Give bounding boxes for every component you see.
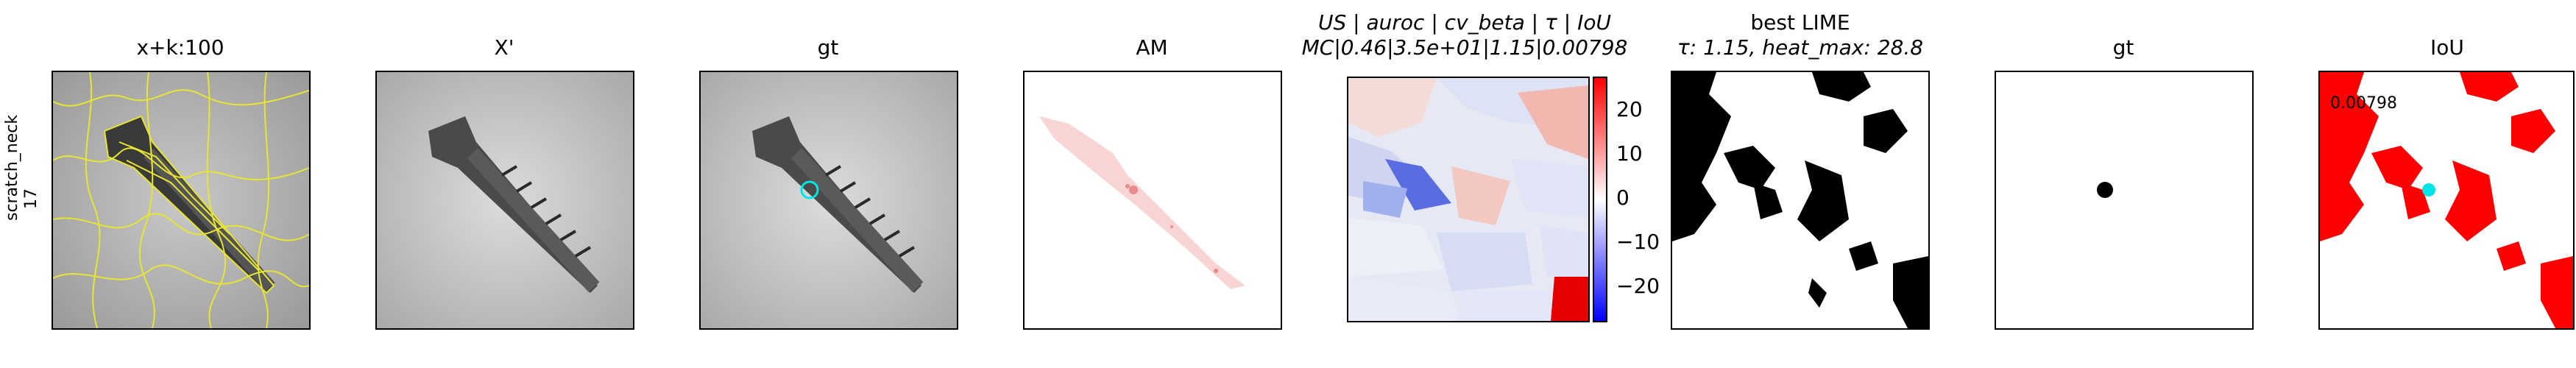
row-label-index: 17	[22, 188, 40, 209]
panel-title-xprime: X'	[494, 35, 514, 60]
gt-defect-circle	[800, 180, 819, 199]
gt-mask	[1996, 72, 2252, 328]
screw-shape	[105, 116, 275, 293]
panel-gt-mask	[1995, 71, 2254, 330]
panel-title-iou: IoU	[2430, 35, 2464, 60]
colorbar-tick-10: 10	[1616, 141, 1643, 166]
colorbar	[1593, 77, 1607, 322]
panel-iou	[2318, 71, 2575, 330]
colorbar-tick-neg10: −10	[1616, 230, 1660, 254]
screw-image	[377, 72, 633, 328]
panel-lime-mask	[1671, 71, 1930, 330]
panel-us-heatmap	[1347, 77, 1590, 322]
panel-title-gt-mask: gt	[2112, 35, 2134, 60]
panel-title-xk: x+k:100	[136, 35, 224, 60]
panel-overlay-contours	[52, 71, 311, 330]
panel-title-am: AM	[1136, 35, 1168, 60]
iou-mask	[2320, 72, 2573, 328]
panel-gt-overlay	[699, 71, 958, 330]
us-heatmap	[1348, 78, 1588, 321]
anomaly-map	[1025, 72, 1281, 328]
panel-input-image	[375, 71, 634, 330]
panel-title-gt: gt	[817, 35, 839, 60]
panel-title-lime: best LIME τ: 1.15, heat_max: 28.8	[1671, 10, 1930, 60]
panel-title-us-line2: MC|0.46|3.5e+01|1.15|0.00798	[1301, 35, 1628, 60]
row-label: scratch_neck 17	[3, 114, 41, 221]
panel-title-us-line1: US | auroc | cv_beta | τ | IoU	[1318, 10, 1611, 35]
panel-title-lime-line1: best LIME	[1750, 10, 1850, 35]
panel-title-lime-line2: τ: 1.15, heat_max: 28.8	[1677, 35, 1924, 60]
colorbar-tick-0: 0	[1616, 185, 1630, 210]
panel-title-us: US | auroc | cv_beta | τ | IoU MC|0.46|3…	[1281, 10, 1649, 60]
gt-image	[701, 72, 957, 328]
colorbar-tick-neg20: −20	[1616, 274, 1660, 298]
row-label-name: scratch_neck	[3, 114, 21, 221]
iou-value-label: 0.00798	[2330, 94, 2397, 113]
superpixel-contours	[53, 72, 309, 328]
overlay-image	[53, 72, 309, 328]
lime-mask	[1672, 72, 1928, 328]
gt-defect-region	[2097, 182, 2113, 198]
colorbar-tick-20: 20	[1616, 97, 1643, 121]
iou-overlap	[2422, 183, 2435, 197]
panel-anomaly-map	[1023, 71, 1282, 330]
colorbar-gradient	[1594, 78, 1606, 321]
